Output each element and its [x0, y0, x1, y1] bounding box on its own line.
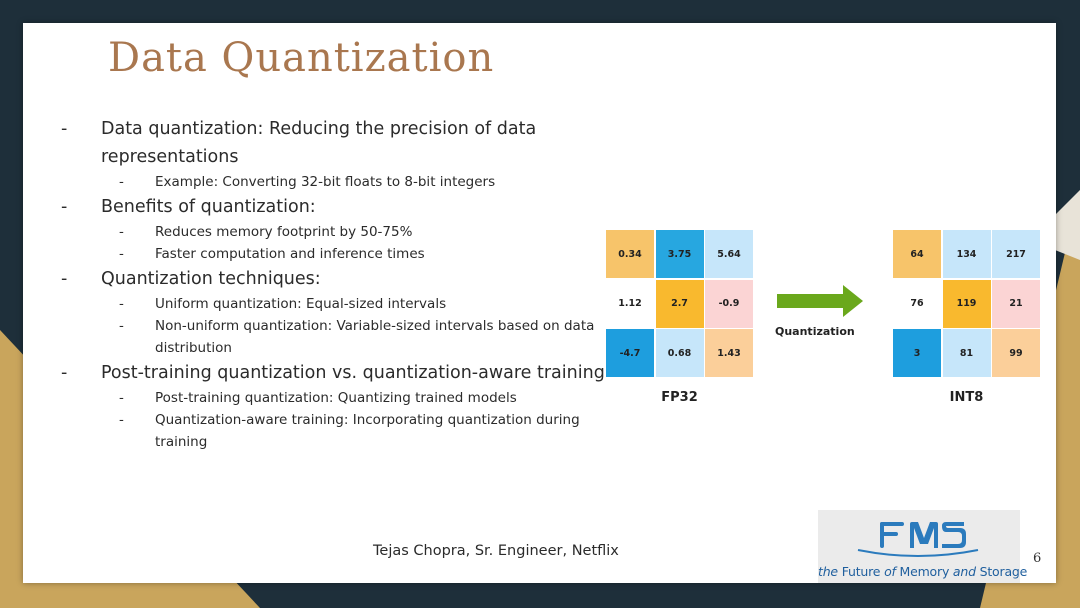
bullet-list: - Data quantization: Reducing the precisi… — [61, 115, 621, 453]
sub-bullet-text: Quantization-aware training: Incorporati… — [155, 412, 580, 450]
bullet-item: - Data quantization: Reducing the precisi… — [61, 115, 621, 171]
sub-bullet-dash: - — [119, 296, 124, 312]
sub-bullet-item: - Non-uniform quantization: Variable-size… — [61, 315, 621, 359]
sub-bullet-text: Post-training quantization: Quantizing t… — [155, 390, 517, 406]
page-number: 6 — [1033, 551, 1042, 566]
sub-bullet-item: - Example: Converting 32-bit floats to 8-… — [61, 171, 621, 193]
sub-bullet-dash: - — [119, 246, 124, 262]
bullet-dash: - — [61, 269, 68, 289]
bullet-text: Benefits of quantization: — [101, 197, 316, 217]
fp32-matrix: 0.34 3.75 5.64 1.12 2.7 -0.9 -4.7 0.68 1.43 — [606, 230, 753, 377]
bullet-text: Data quantization: Reducing the precisio… — [101, 119, 537, 167]
bullet-item: - Post-training quantization vs. quantiza… — [61, 359, 621, 387]
int8-cell: 76 — [893, 279, 941, 328]
tagline-and: and — [952, 564, 980, 579]
fms-logo-mark — [857, 522, 979, 557]
int8-cell: 3 — [893, 329, 941, 377]
sub-bullet-item: - Uniform quantization: Equal-sized inter… — [61, 293, 621, 315]
sub-bullet-item: - Faster computation and inference times — [61, 243, 621, 265]
fp32-cell: 3.75 — [655, 230, 704, 278]
bullet-text: Quantization techniques: — [101, 269, 321, 289]
sub-bullet-dash: - — [119, 318, 124, 334]
sub-bullet-text: Reduces memory footprint by 50-75% — [155, 224, 413, 240]
bullet-item: - Benefits of quantization: — [61, 193, 621, 221]
bullet-dash: - — [61, 363, 68, 383]
int8-cell: 81 — [942, 329, 991, 377]
bullet-item: - Quantization techniques: — [61, 265, 621, 293]
sub-bullet-item: - Post-training quantization: Quantizing … — [61, 387, 621, 409]
tagline-of: of — [884, 564, 900, 579]
fp32-label: FP32 — [661, 390, 698, 405]
fp32-cell: 1.43 — [705, 329, 753, 377]
sub-bullet-text: Non-uniform quantization: Variable-sized… — [155, 318, 595, 356]
sub-bullet-dash: - — [119, 412, 124, 428]
int8-cell: 217 — [992, 230, 1040, 278]
sub-bullet-item: - Reduces memory footprint by 50-75% — [61, 221, 621, 243]
fp32-cell: -4.7 — [606, 329, 654, 377]
fp32-cell: 2.7 — [655, 279, 704, 328]
fp32-cell: 0.68 — [655, 329, 704, 377]
sub-bullet-dash: - — [119, 390, 124, 406]
sub-bullet-text: Faster computation and inference times — [155, 246, 425, 262]
bullet-dash: - — [61, 197, 68, 217]
bullet-text: Post-training quantization vs. quantizat… — [101, 363, 605, 383]
quantization-arrow-icon — [777, 285, 863, 317]
slide: Data Quantization - Data quantization: Re… — [23, 23, 1056, 583]
tagline-future: Future — [841, 564, 885, 579]
sub-bullet-text: Example: Converting 32-bit floats to 8-b… — [155, 174, 496, 190]
fms-tagline: the Future of Memory and Storage — [818, 564, 1028, 579]
tagline-storage: Storage — [979, 564, 1028, 579]
tagline-the: the — [818, 564, 842, 579]
fp32-cell: 1.12 — [606, 279, 654, 328]
int8-cell: 119 — [942, 279, 991, 328]
sub-bullet-text: Uniform quantization: Equal-sized interv… — [155, 296, 447, 312]
presenter-footer: Tejas Chopra, Sr. Engineer, Netflix — [373, 543, 619, 559]
quantization-label: Quantization — [775, 325, 855, 338]
tagline-memory: Memory — [899, 564, 953, 579]
sub-bullet-dash: - — [119, 174, 124, 190]
int8-label: INT8 — [949, 390, 984, 405]
int8-matrix: 64 134 217 76 119 21 3 81 99 — [893, 230, 1040, 377]
int8-cell: 21 — [992, 279, 1040, 328]
sub-bullet-dash: - — [119, 224, 124, 240]
bullet-dash: - — [61, 119, 68, 139]
slide-title: Data Quantization — [108, 35, 495, 81]
int8-cell: 99 — [992, 329, 1040, 377]
int8-cell: 134 — [942, 230, 991, 278]
int8-cell: 64 — [893, 230, 941, 278]
fp32-cell: 0.34 — [606, 230, 654, 278]
fp32-cell: 5.64 — [705, 230, 753, 278]
fp32-cell: -0.9 — [705, 279, 753, 328]
sub-bullet-item: - Quantization-aware training: Incorporat… — [61, 409, 621, 453]
fms-logo: the Future of Memory and Storage — [818, 510, 1027, 583]
